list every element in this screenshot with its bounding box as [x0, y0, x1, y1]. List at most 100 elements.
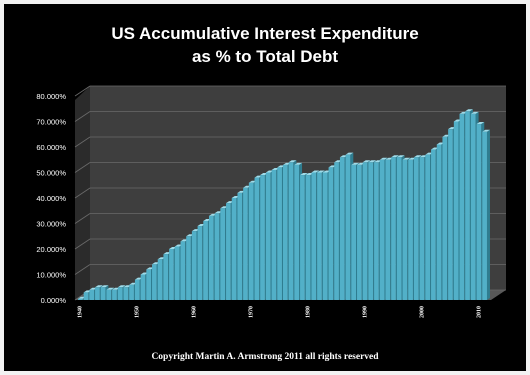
bar-front: [260, 175, 265, 300]
bar-front: [123, 287, 129, 300]
bar-top: [294, 162, 303, 165]
bar-front: [419, 157, 425, 300]
gridline-side: [74, 264, 91, 275]
bar-front: [453, 121, 459, 300]
chart-title: US Accumulative Interest Expenditure as …: [0, 22, 530, 68]
bar-top: [300, 173, 308, 176]
bar-front: [470, 113, 476, 300]
bar-front: [300, 175, 305, 300]
bar-front: [396, 157, 402, 300]
bar-front: [134, 279, 140, 300]
bar-front: [78, 298, 83, 300]
bar-top: [95, 285, 103, 288]
bar-front: [476, 124, 482, 300]
bar: [482, 129, 490, 300]
bar-front: [271, 169, 277, 300]
bar-top: [396, 155, 405, 158]
bar-top: [362, 160, 371, 163]
bar-front: [243, 187, 248, 300]
y-tick-label: 70.000%: [36, 118, 66, 127]
bar-front: [197, 226, 203, 300]
bar-front: [265, 172, 271, 300]
bar-front: [328, 167, 334, 300]
bar-front: [163, 254, 169, 300]
bar-front: [220, 208, 226, 300]
bar-front: [117, 287, 123, 300]
gridline-side: [74, 238, 91, 250]
bar-front: [465, 111, 470, 300]
chart-title-line2: as % to Total Debt: [191, 47, 339, 66]
bar-front: [112, 289, 117, 300]
bar-top: [288, 160, 297, 163]
bar-front: [368, 162, 374, 300]
bar-top: [391, 155, 399, 158]
x-tick-label: 1980: [305, 306, 311, 318]
y-tick-label: 50.000%: [36, 169, 66, 178]
bar-front: [83, 292, 89, 300]
bar-front: [425, 154, 431, 300]
bar-front: [180, 241, 186, 300]
bar-front: [334, 162, 339, 300]
bar-front: [152, 264, 157, 300]
bar-front: [345, 154, 351, 300]
gridline-side: [74, 85, 91, 97]
x-tick-label: 1960: [192, 306, 198, 318]
bar-top: [106, 287, 115, 290]
bar-front: [203, 220, 208, 300]
x-tick-label: 1990: [362, 306, 368, 318]
bar-front: [95, 287, 100, 300]
bar-front: [294, 164, 300, 300]
bar-front: [362, 162, 368, 300]
bar-front: [379, 159, 385, 300]
bar-front: [129, 284, 134, 300]
bar-front: [100, 287, 106, 300]
bar-front: [237, 192, 243, 300]
bar-front: [408, 159, 413, 300]
x-tick-label: 1950: [135, 306, 141, 318]
bar-top: [100, 285, 109, 288]
bar-front: [413, 157, 419, 300]
bar-top: [413, 155, 422, 158]
y-tick-label: 60.000%: [36, 143, 66, 152]
bar-top: [379, 157, 388, 160]
bar-front: [448, 129, 453, 300]
y-tick-label: 0.000%: [41, 296, 67, 305]
bar-front: [248, 182, 254, 300]
bar-top: [482, 129, 490, 132]
bar-front: [254, 177, 260, 300]
bar-top: [317, 170, 325, 173]
bar-front: [186, 236, 191, 300]
bar-front: [208, 215, 214, 300]
bar-front: [374, 162, 379, 300]
x-tick-label: 1970: [249, 306, 255, 318]
y-tick-label: 40.000%: [36, 194, 66, 203]
gridline-side: [74, 213, 91, 224]
x-tick-label: 2010: [476, 306, 482, 318]
bar-front: [277, 167, 282, 300]
gridline-side: [74, 162, 91, 173]
bar-top: [476, 122, 485, 125]
gridline-side: [74, 187, 91, 199]
bar-top: [402, 157, 411, 160]
bar-front: [385, 159, 391, 300]
gridline-side: [74, 136, 91, 148]
bar-front: [106, 289, 112, 300]
bar-front: [140, 274, 146, 300]
bar-top: [117, 285, 126, 288]
bar-front: [89, 289, 95, 300]
copyright-notice: Copyright Martin A. Armstrong 2011 all r…: [151, 352, 379, 362]
bar-front: [214, 213, 220, 300]
x-tick-label: 1940: [78, 306, 84, 318]
bar-front: [431, 149, 436, 300]
chart-title-line1: US Accumulative Interest Expenditure: [111, 24, 419, 43]
bar-front: [357, 164, 362, 300]
y-tick-label: 30.000%: [36, 220, 66, 229]
bar-front: [442, 136, 448, 300]
bar-front: [311, 172, 317, 300]
bar-front: [322, 172, 328, 300]
gridline-side: [74, 111, 91, 122]
bar-front: [174, 246, 180, 300]
bar-front: [339, 157, 345, 300]
bar-front: [305, 175, 311, 300]
